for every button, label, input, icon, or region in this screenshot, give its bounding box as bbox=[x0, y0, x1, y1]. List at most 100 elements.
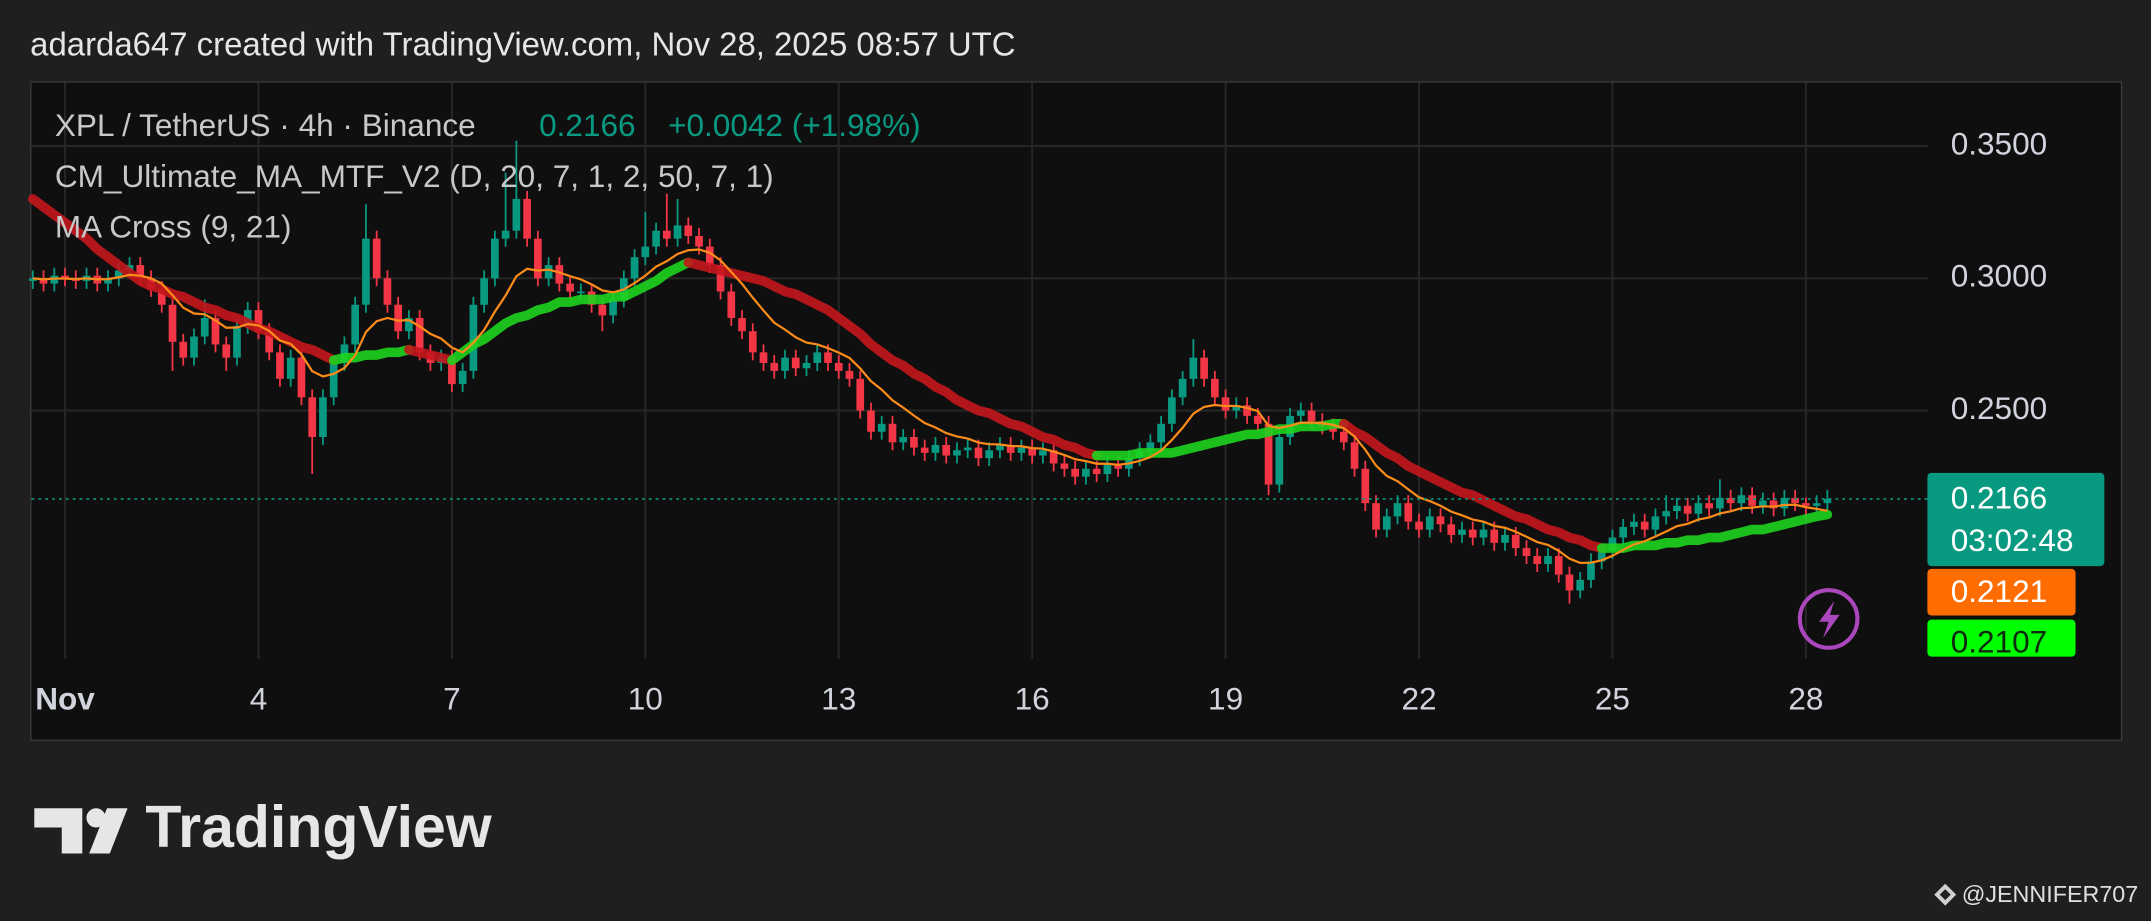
candle-body bbox=[738, 317, 746, 332]
candle-body bbox=[953, 450, 961, 456]
candle-body bbox=[501, 230, 510, 239]
candle-body bbox=[28, 278, 37, 281]
candle-body bbox=[211, 317, 220, 345]
candle-body bbox=[695, 235, 703, 247]
candle-body bbox=[974, 447, 983, 459]
candle-body bbox=[920, 447, 929, 453]
candle-body bbox=[942, 444, 951, 456]
candle-body bbox=[329, 362, 338, 398]
ma-tag bbox=[1927, 568, 2076, 616]
y-tick-label: 0.3500 bbox=[1951, 125, 2048, 161]
alert-ring bbox=[1797, 588, 1860, 650]
candle-body bbox=[1221, 397, 1230, 411]
candle-body bbox=[1673, 505, 1681, 512]
candle-body bbox=[1178, 378, 1187, 398]
candle-body bbox=[265, 331, 274, 353]
candle-body bbox=[458, 370, 467, 385]
candle-body bbox=[1296, 410, 1305, 416]
candle-body bbox=[1769, 500, 1778, 509]
candle-body bbox=[867, 410, 875, 432]
candle-body bbox=[523, 198, 531, 239]
candle-body bbox=[168, 304, 177, 342]
candle-body bbox=[1468, 529, 1477, 538]
candle-body bbox=[1587, 561, 1595, 580]
chart-title: XPL / TetherUS · 4h · Binance bbox=[55, 107, 476, 143]
candle-body bbox=[351, 304, 360, 345]
price-tag-label: 0.2166 bbox=[1951, 480, 2048, 516]
candle-body bbox=[1232, 405, 1241, 411]
candle-body bbox=[834, 362, 843, 371]
candle-body bbox=[577, 291, 585, 294]
candle-body bbox=[770, 362, 779, 371]
ma-line bbox=[328, 344, 414, 366]
candle-body bbox=[910, 437, 918, 448]
candle-body bbox=[1522, 548, 1531, 557]
candle-body bbox=[1049, 450, 1058, 464]
candle-body bbox=[200, 317, 209, 337]
candle-body bbox=[448, 357, 456, 385]
candle-body bbox=[1780, 497, 1789, 509]
candle-body bbox=[1350, 442, 1359, 469]
candle-body bbox=[1146, 442, 1155, 451]
price-tag bbox=[1927, 472, 2105, 567]
candle-body bbox=[1329, 426, 1337, 432]
candle-body bbox=[136, 265, 145, 279]
candle-body bbox=[254, 310, 263, 332]
candle-body bbox=[415, 317, 424, 353]
candle-body bbox=[781, 357, 789, 371]
candle-body bbox=[1640, 521, 1649, 530]
x-tick-label: 22 bbox=[1401, 681, 1436, 717]
candle-body bbox=[1264, 423, 1273, 485]
candle-body bbox=[1082, 468, 1090, 477]
candle-body bbox=[297, 357, 306, 398]
candle-body bbox=[652, 230, 660, 247]
candle-body bbox=[1393, 503, 1402, 517]
candle-body bbox=[1275, 437, 1284, 485]
candle-body bbox=[1039, 450, 1047, 456]
candle-body bbox=[1597, 550, 1606, 562]
last-price: 0.2166 bbox=[539, 107, 636, 143]
candle-body bbox=[405, 317, 413, 332]
x-tick-label: 19 bbox=[1208, 681, 1243, 717]
candle-body bbox=[1253, 415, 1262, 424]
candle-body bbox=[61, 275, 69, 279]
y-tick-label: 0.2500 bbox=[1951, 390, 2048, 426]
candle-body bbox=[845, 370, 854, 379]
candle-body bbox=[39, 278, 48, 284]
candle-body bbox=[759, 352, 768, 363]
candle-body bbox=[1168, 397, 1176, 424]
candle-body bbox=[1791, 497, 1799, 504]
x-tick-label: 25 bbox=[1595, 681, 1630, 717]
candle-body bbox=[1630, 521, 1638, 527]
logo-t bbox=[34, 808, 83, 854]
candle-body bbox=[641, 246, 650, 258]
watermark: @JENNIFER707 bbox=[1962, 881, 2139, 907]
candle-body bbox=[1200, 357, 1208, 379]
plot: 0.3500 0.3000 0.2500 Nov 4 7 10 13 16 19 22 25 28 bbox=[28, 82, 2048, 717]
candle-body bbox=[813, 352, 822, 363]
ma-line bbox=[28, 194, 339, 366]
ma-line bbox=[683, 257, 1102, 461]
candle-body bbox=[673, 225, 682, 239]
candle-body bbox=[534, 238, 542, 279]
x-tick-label: 13 bbox=[821, 681, 856, 717]
candle-body bbox=[566, 283, 574, 292]
candle-body bbox=[114, 270, 123, 279]
candle-body bbox=[1382, 516, 1391, 530]
candle-body bbox=[1662, 511, 1671, 517]
candle-body bbox=[1307, 410, 1316, 422]
candle-body bbox=[1823, 498, 1832, 504]
candle-body bbox=[662, 230, 671, 239]
candle-body bbox=[684, 225, 693, 236]
candle-body bbox=[1544, 556, 1552, 564]
ma-tag bbox=[1927, 619, 2076, 657]
candle-body bbox=[791, 357, 800, 369]
candle-body bbox=[372, 238, 381, 279]
alert-icon[interactable] bbox=[1797, 588, 1860, 650]
ma-tag-label: 0.2121 bbox=[1951, 573, 2048, 609]
candle-body bbox=[222, 344, 231, 358]
candle-body bbox=[1361, 468, 1370, 504]
candle-body bbox=[888, 423, 897, 443]
countdown: 03:02:48 bbox=[1951, 522, 2074, 558]
